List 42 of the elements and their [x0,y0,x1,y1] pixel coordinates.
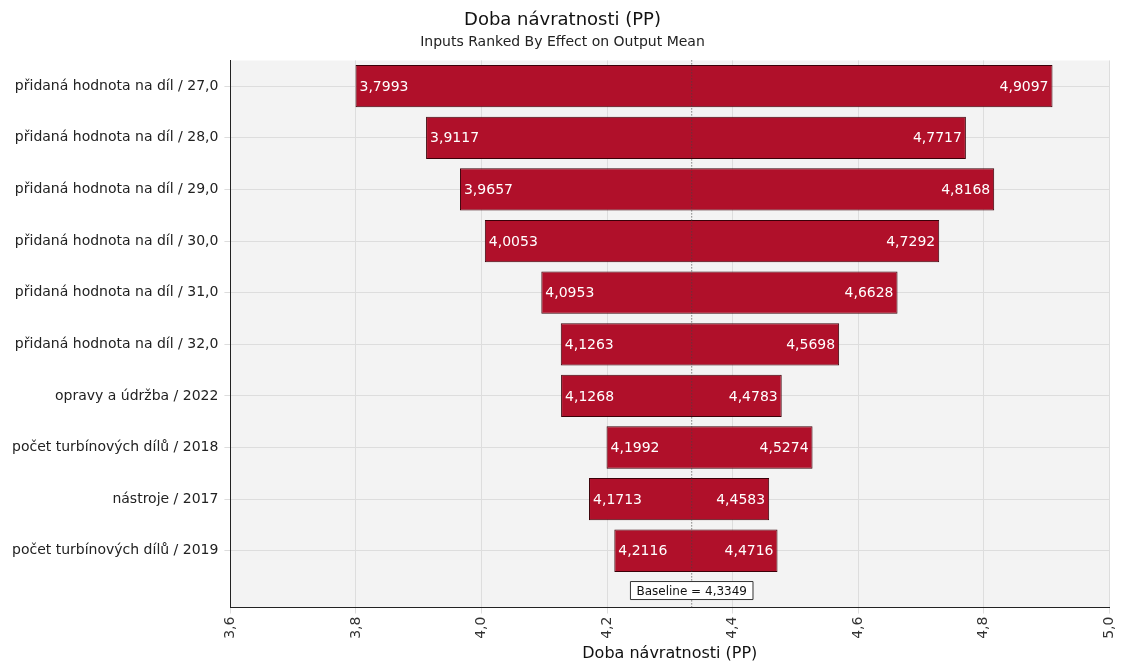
annotation: 4,1268 [565,387,615,404]
y-tick-label: opravy a údržba / 2022 [54,386,219,403]
annotation: 4,5698 [786,335,836,352]
y-tick-label: přidaná hodnota na díl / 32,0 [14,334,219,351]
x-tick-label: 5,0 [1099,616,1116,639]
annotation: 4,0953 [545,284,595,301]
annotation: 4,1713 [593,490,643,507]
ref-line-label: Baseline = 4,3349 [636,583,747,598]
x-tick-label: 3,6 [221,616,238,639]
y-tick-label: přidaná hodnota na díl / 28,0 [14,128,219,145]
y-tick-label: přidaná hodnota na díl / 29,0 [14,180,219,197]
chart-title: Doba návratnosti (PP) [464,8,661,30]
annotation: 4,1263 [564,335,614,352]
annotation: 4,0053 [488,232,538,249]
x-tick-label: 4,8 [974,616,991,639]
annotation: 4,7717 [912,129,962,146]
x-tick-label: 4,2 [597,616,614,639]
annotation: 3,9657 [463,181,513,198]
annotation: 4,5274 [759,439,809,456]
y-tick-label: přidaná hodnota na díl / 31,0 [14,283,219,300]
x-tick-label: 4,6 [848,616,865,639]
annotation: 4,6628 [844,284,894,301]
annotation: 4,4783 [728,387,778,404]
annotation: 4,4583 [716,490,766,507]
y-tick-label: přidaná hodnota na díl / 27,0 [14,76,219,93]
annotation: 4,8168 [941,181,991,198]
annotation: 4,4716 [724,542,774,559]
annotation: 3,9117 [430,129,480,146]
annotation: 3,7993 [359,77,409,94]
y-tick-label: počet turbínových dílů / 2019 [11,541,219,558]
chart-subtitle: Inputs Ranked By Effect on Output Mean [420,32,705,49]
y-tick-label: přidaná hodnota na díl / 30,0 [14,231,219,248]
annotation: 4,9097 [999,77,1049,94]
x-tick-label: 4,0 [472,616,489,639]
annotation: 4,7292 [886,232,936,249]
x-axis-title: Doba návratnosti (PP) [582,642,758,662]
x-tick-label: 4,4 [723,616,740,639]
x-tick-label: 3,8 [346,616,363,639]
annotation: 4,2116 [618,542,668,559]
y-tick-label: počet turbínových dílů / 2018 [11,438,219,455]
y-tick-label: nástroje / 2017 [112,489,219,506]
annotation: 4,1992 [610,439,660,456]
